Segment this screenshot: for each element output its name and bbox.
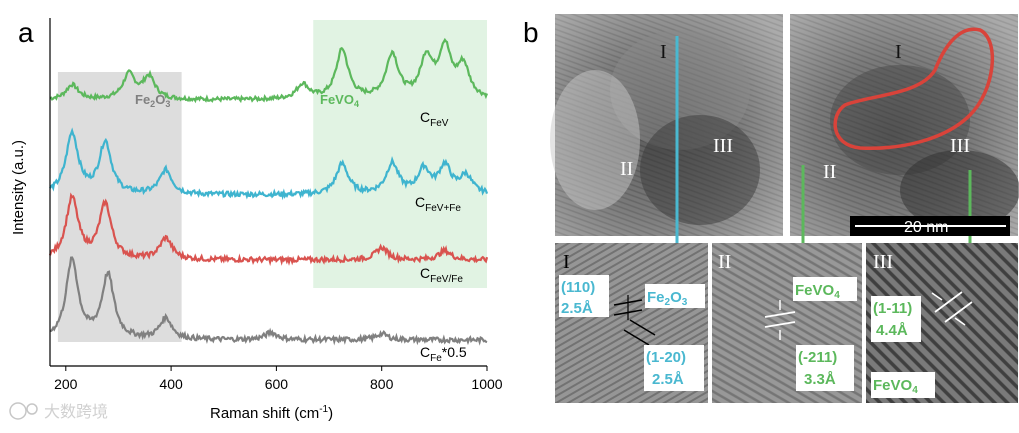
x-tick-label-800: 800 [370,376,394,392]
tem-right-label-1: I [895,41,902,63]
x-tick-label-1000: 1000 [471,376,502,392]
red-outline [833,27,994,150]
inset1-d2-index: (1-20) [646,349,686,366]
x-tick-label-200: 200 [54,376,78,392]
inset-2: II FeVO4 (-211) 3.3Å [712,243,862,403]
inset1-phase: Fe2O3 [647,289,688,308]
tem-right-label-2: II [823,161,836,183]
watermark-logo-icon [9,402,27,420]
inset2-roman: II [718,251,731,273]
x-tick-label-600: 600 [265,376,289,392]
panel-a: a Fe2O3 FeVO4 CFeVCFeV+FeCFeV/FeCFe*0.5 … [10,17,503,422]
y-axis-label: Intensity (a.u.) [10,140,27,235]
panel-b: b I II III I II III 20 nm [523,14,1019,403]
x-ticks: 200 400 600 800 1000 [54,366,503,392]
fe2o3-region [57,72,182,342]
inset1-roman: I [563,251,570,273]
inset2-d-value: 3.3Å [804,371,836,388]
inset3-phase: FeVO4 [873,377,918,396]
inset1-d1-index: (110) [561,279,595,296]
fe2o3-region-label: Fe2O3 [135,92,170,109]
scale-bar-label: 20 nm [904,219,948,236]
spectrum-cfev [49,37,489,104]
series-label-4: CFe*0.5 [420,344,467,364]
x-axis-label: Raman shift (cm-1) [210,404,333,422]
x-tick-label-400: 400 [159,376,183,392]
inset3-d-value: 4.4Å [876,322,908,339]
tem-left-label-3: III [713,135,733,157]
inset3-d-index: (1-11) [873,300,912,317]
panel-b-label: b [523,17,539,48]
inset2-phase: FeVO4 [795,282,840,301]
tem-left-label-1: I [660,41,667,63]
spectra-group [48,37,489,346]
tem-left-label-2: II [620,158,633,180]
watermark: 大数跨境 [9,402,108,421]
spectrum-cfev-fe [48,192,489,267]
fevo4-region-label: FeVO4 [320,92,359,109]
inset3-roman: III [873,251,893,273]
tem-right-label-3: III [950,135,970,157]
panel-a-label: a [18,17,34,48]
inset2-d-index: (-211) [798,349,837,366]
tem-image-right: I II III 20 nm [790,14,1019,276]
inset-3: III (1-11) 4.4Å FeVO4 [866,243,1018,403]
spectrum-cfev-fe [49,127,489,201]
spectrum-cfe-0-5 [49,256,488,346]
tem-image-left: I II III [550,14,783,274]
inset1-d1-value: 2.5Å [561,300,593,317]
inset-1: I (110) 2.5Å Fe2O3 (1-20) 2.5Å [555,243,708,403]
watermark-text: 大数跨境 [44,402,108,421]
inset1-d2-value: 2.5Å [652,371,684,388]
